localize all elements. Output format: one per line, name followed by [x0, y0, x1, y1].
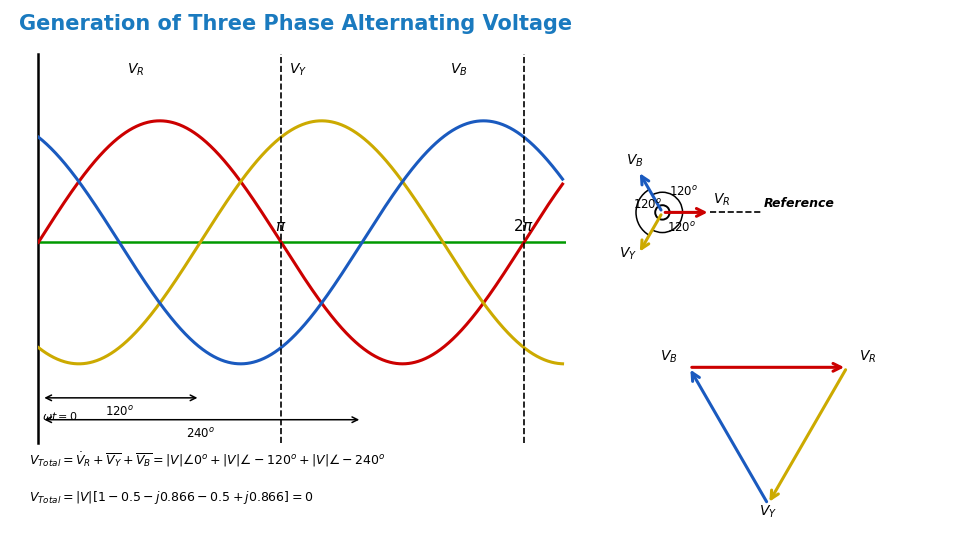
- Text: $V_Y$: $V_Y$: [759, 504, 777, 521]
- Text: $V_R$: $V_R$: [127, 62, 144, 78]
- Text: $\pi$: $\pi$: [276, 219, 287, 234]
- Text: $V_B$: $V_B$: [626, 153, 643, 170]
- Text: Generation of Three Phase Alternating Voltage: Generation of Three Phase Alternating Vo…: [19, 14, 572, 33]
- Text: Reference: Reference: [764, 197, 835, 210]
- Text: $2\pi$: $2\pi$: [514, 218, 535, 234]
- Text: $V_Y$: $V_Y$: [289, 62, 307, 78]
- Text: $120^o$: $120^o$: [633, 198, 661, 212]
- Text: $V_{Total} = |V|[1 - 0.5 - j0.866 - 0.5 + j0.866] = 0$: $V_{Total} = |V|[1 - 0.5 - j0.866 - 0.5 …: [29, 489, 313, 505]
- Text: $120^o$: $120^o$: [669, 185, 698, 199]
- Text: $V_R$: $V_R$: [859, 348, 876, 365]
- Text: $V_{Total} = \dot{V}_R + \overline{V_Y} + \overline{V_B} = |V|\angle 0^o + |V|\a: $V_{Total} = \dot{V}_R + \overline{V_Y} …: [29, 451, 386, 469]
- Text: $\omega t = 0$: $\omega t = 0$: [42, 410, 78, 422]
- Text: $120^o$: $120^o$: [667, 221, 696, 234]
- Text: $V_B$: $V_B$: [660, 348, 677, 365]
- Text: $240^o$: $240^o$: [185, 427, 215, 441]
- Text: $V_Y$: $V_Y$: [619, 246, 636, 262]
- Text: $V_B$: $V_B$: [449, 62, 468, 78]
- Text: $120^o$: $120^o$: [105, 405, 134, 419]
- Text: $V_R$: $V_R$: [712, 192, 731, 208]
